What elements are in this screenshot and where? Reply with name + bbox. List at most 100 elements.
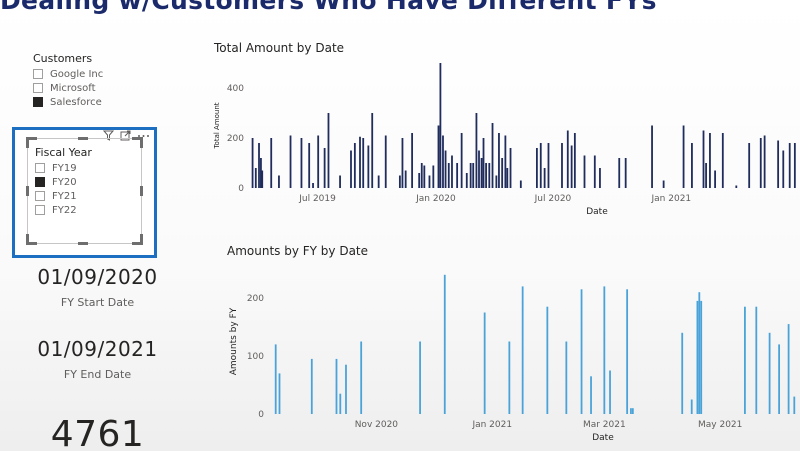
bar [317,135,320,188]
resize-handle[interactable] [78,137,88,140]
resize-handle[interactable] [26,186,29,196]
bar [439,63,442,188]
chart-total-amount-by-date[interactable]: 0 200 400 Jul 2019 Jan 2020 Jul 2020 Jan 2021 D… [200,56,800,236]
bar [590,376,592,414]
bar [593,155,596,188]
filter-icon[interactable] [103,130,114,141]
bar [443,274,446,414]
bar [339,393,342,414]
checkbox[interactable] [35,205,45,215]
bar [469,163,472,188]
bar [323,148,326,188]
customer-item-google[interactable]: Google Inc [33,67,103,81]
fy-slicer-title: Fiscal Year [35,146,92,159]
bar [451,155,453,188]
resize-handle[interactable] [132,137,143,148]
bar [698,292,701,414]
customer-item-salesforce[interactable]: Salesforce [33,95,103,109]
bar [308,143,311,188]
fy-item-fy22[interactable]: FY22 [35,203,92,217]
resize-handle[interactable] [132,234,143,245]
fy-start-date-label: FY Start Date [60,296,135,309]
fy-item-fy19[interactable]: FY19 [35,161,92,175]
x-tick-label: May 2021 [698,420,742,430]
x-axis-label: Date [586,207,608,217]
customer-label: Google Inc [50,68,104,80]
bar [580,289,583,414]
x-tick-label: Jul 2019 [298,194,336,204]
x-tick-label: Jul 2020 [534,194,572,204]
bar [519,180,522,188]
checkbox[interactable] [33,83,43,93]
checkbox[interactable] [35,191,45,201]
fy-end-date-label: FY End Date [63,368,132,381]
bar [561,143,563,188]
resize-handle[interactable] [140,186,143,196]
bar [491,123,494,188]
bar [748,143,751,188]
bar [485,163,487,188]
fy-item-fy20[interactable]: FY20 [35,175,92,189]
checkbox[interactable] [33,69,43,79]
bar [651,125,653,188]
bar [260,158,262,188]
bar [498,133,500,188]
x-tick-label: Jan 2021 [471,420,512,430]
bar [495,175,498,188]
bar [763,135,766,188]
resize-handle[interactable] [78,242,88,245]
bar [705,163,707,188]
checkbox[interactable] [35,177,45,187]
bar [609,370,611,414]
y-tick-label: 0 [258,410,264,420]
more-options-icon[interactable] [137,130,150,141]
bar [420,163,423,188]
bar [759,138,762,188]
resize-handle[interactable] [26,234,37,245]
bar [690,399,693,414]
focus-mode-icon[interactable] [120,130,131,141]
x-tick-label: Jan 2020 [415,194,456,204]
bar [570,145,573,188]
bar [398,175,401,188]
bar [573,133,576,188]
bar [339,175,341,188]
bar [778,344,781,414]
y-tick-label: 400 [227,84,244,94]
customer-label: Salesforce [50,96,102,108]
bar [289,135,292,188]
chart-amounts-by-fy-by-date[interactable]: 0 100 200 Nov 2020 Jan 2021 Mar 2021 May 2021 D… [200,260,800,451]
bar [371,113,374,188]
bar [362,138,365,188]
bar [444,150,447,188]
bar [700,300,703,414]
resize-handle[interactable] [26,137,37,148]
bar [423,165,426,188]
bar [482,138,485,188]
bar [384,135,387,188]
bar [483,312,486,414]
bar [631,408,634,414]
bar [350,150,352,188]
checkbox[interactable] [35,163,45,173]
bar [702,130,705,188]
bar [419,341,421,414]
visual-header-toolbar [103,130,150,141]
bar [768,332,771,414]
x-tick-label: Jan 2021 [651,194,692,204]
bar [682,125,685,188]
y-tick-label: 200 [247,294,264,304]
fy-item-fy21[interactable]: FY21 [35,189,92,203]
bar [787,324,790,414]
count-value: 4761 [50,414,145,455]
bar [788,143,791,188]
bar [546,306,549,414]
fiscal-year-slicer[interactable]: Fiscal Year FY19 FY20 FY21 FY22 [12,127,157,258]
bar [755,306,758,414]
bar [377,175,380,188]
bar [709,133,711,188]
customer-item-microsoft[interactable]: Microsoft [33,81,103,95]
bar [335,358,338,414]
bar [618,158,621,188]
checkbox[interactable] [33,97,43,107]
